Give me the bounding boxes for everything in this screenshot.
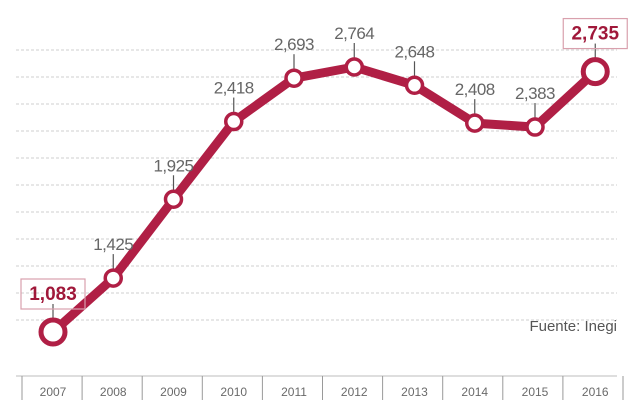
data-point bbox=[163, 189, 184, 210]
label-connectors bbox=[52, 43, 596, 320]
data-point bbox=[404, 75, 425, 96]
data-label: 2,764 bbox=[334, 24, 374, 43]
x-tick-label: 2015 bbox=[522, 385, 549, 399]
data-label: 2,648 bbox=[394, 42, 434, 61]
data-point bbox=[525, 117, 545, 137]
data-point bbox=[284, 68, 304, 88]
highlighted-data-label: 1,083 bbox=[29, 284, 77, 305]
series-line bbox=[48, 62, 600, 337]
x-tick-label: 2008 bbox=[100, 385, 127, 399]
data-labels: 1,083 1,425 1,925 2,418 2,693 2,764 2,648 2,408… bbox=[20, 17, 628, 310]
highlight-label-box bbox=[562, 17, 628, 50]
gridlines bbox=[16, 49, 617, 321]
data-point bbox=[580, 57, 610, 87]
x-tick-label: 2007 bbox=[40, 385, 67, 399]
data-points bbox=[38, 57, 610, 347]
data-point bbox=[38, 317, 68, 347]
x-axis: 2007 2008 2009 2010 2011 2012 2013 2014 2015 2016 bbox=[16, 375, 624, 400]
data-label: 1,425 bbox=[93, 235, 133, 254]
data-point bbox=[465, 113, 485, 133]
data-label: 2,418 bbox=[214, 79, 254, 98]
x-tick-label: 2013 bbox=[401, 385, 428, 399]
data-label: 2,408 bbox=[455, 80, 495, 99]
x-tick-label: 2012 bbox=[341, 385, 368, 399]
data-point bbox=[224, 111, 244, 132]
x-tick-label: 2014 bbox=[461, 385, 488, 399]
x-tick-label: 2016 bbox=[582, 385, 609, 399]
highlight-label-box bbox=[20, 278, 86, 310]
highlighted-data-label: 2,735 bbox=[571, 24, 619, 45]
data-point bbox=[103, 268, 123, 288]
x-tick-label: 2009 bbox=[160, 385, 187, 399]
data-point bbox=[344, 57, 364, 77]
data-label: 1,925 bbox=[153, 156, 193, 175]
data-label: 2,693 bbox=[274, 35, 314, 54]
data-label: 2,383 bbox=[515, 84, 555, 103]
x-tick-label: 2010 bbox=[220, 385, 247, 399]
x-tick-label: 2011 bbox=[281, 385, 307, 399]
source-label: Fuente: Inegi bbox=[529, 318, 617, 335]
